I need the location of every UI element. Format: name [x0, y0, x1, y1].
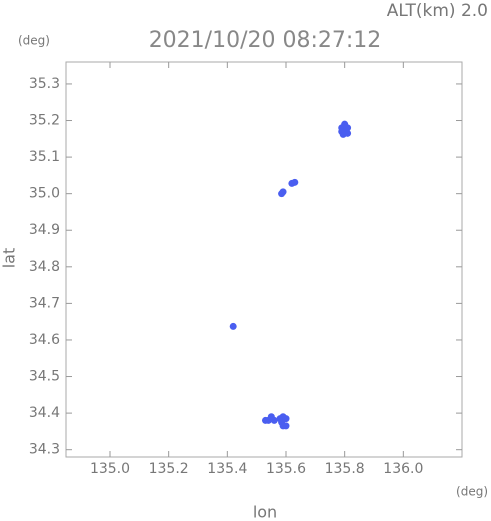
y-tick-label: 35.2 [29, 113, 60, 129]
y-tick-label: 34.4 [29, 405, 60, 421]
y-tick-label: 34.9 [29, 222, 60, 238]
y-tick-label: 34.8 [29, 259, 60, 275]
y-tick-label: 34.5 [29, 369, 60, 385]
x-tick-label: 135.8 [325, 461, 365, 477]
echo-point [291, 178, 299, 186]
y-axis-label: lat [0, 248, 19, 269]
y-tick-label: 34.7 [29, 295, 60, 311]
echo-point [341, 120, 349, 128]
x-tick-label: 135.2 [149, 461, 189, 477]
x-unit: (deg) [456, 485, 488, 499]
y-tick-label: 35.1 [29, 149, 60, 165]
x-tick-label: 135.4 [207, 461, 247, 477]
echo-point [270, 416, 278, 424]
echo-point [282, 422, 290, 430]
x-axis-label: lon [253, 503, 277, 521]
y-tick-label: 34.6 [29, 332, 60, 348]
y-tick-label: 35.0 [29, 186, 60, 202]
echo-point [339, 130, 347, 138]
chart-title: 2021/10/20 08:27:12 [149, 28, 382, 53]
echo-point [229, 322, 237, 330]
x-tick-label: 135.0 [90, 461, 130, 477]
plot-frame [65, 61, 463, 458]
x-tick-label: 135.6 [266, 461, 306, 477]
echo-point [278, 190, 286, 198]
x-tick-label: 136.0 [383, 461, 423, 477]
altitude-label: ALT(km) 2.0 [387, 1, 488, 21]
y-tick-label: 35.3 [29, 76, 60, 92]
echo-point [261, 416, 269, 424]
y-tick-label: 34.3 [29, 442, 60, 458]
y-unit: (deg) [18, 34, 50, 48]
